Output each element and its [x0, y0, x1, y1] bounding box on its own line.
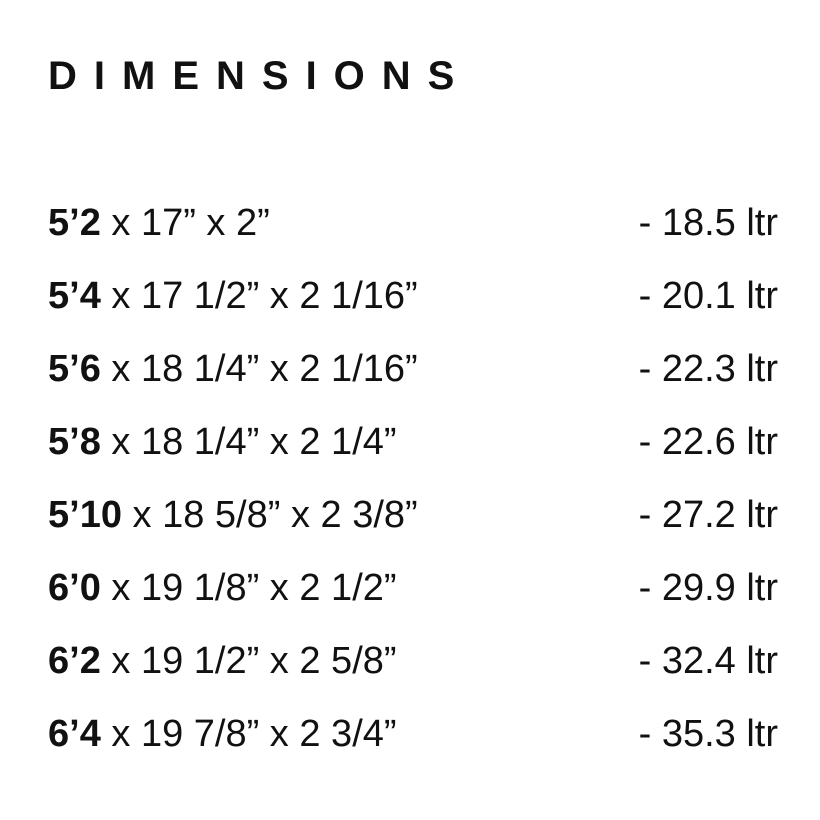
width-thickness: x 19 1/2” x 2 5/8” — [100, 639, 397, 682]
volume: - 35.3 ltr — [638, 712, 778, 755]
size-text: 5’4 x 17 1/2” x 2 1/16” — [48, 271, 418, 321]
list-item: 6’0 x 19 1/8” x 2 1/2” - 29.9 ltr — [48, 551, 778, 624]
length: 5’6 — [48, 347, 101, 390]
width-thickness: x 18 5/8” x 2 3/8” — [121, 493, 418, 536]
volume: - 20.1 ltr — [638, 274, 778, 317]
width-thickness: x 19 1/8” x 2 1/2” — [100, 566, 397, 609]
length: 5’4 — [48, 274, 101, 317]
size-text: 5’6 x 18 1/4” x 2 1/16” — [48, 344, 418, 394]
list-item: 5’6 x 18 1/4” x 2 1/16” - 22.3 ltr — [48, 332, 778, 405]
length: 5’2 — [48, 201, 101, 244]
volume: - 27.2 ltr — [638, 493, 778, 536]
volume: - 22.6 ltr — [638, 420, 778, 463]
list-item: 6’4 x 19 7/8” x 2 3/4” - 35.3 ltr — [48, 697, 778, 770]
size-text: 5’2 x 17” x 2” — [48, 198, 270, 248]
list-item: 5’10 x 18 5/8” x 2 3/8” - 27.2 ltr — [48, 478, 778, 551]
length: 6’0 — [48, 566, 101, 609]
length: 5’10 — [48, 493, 122, 536]
dimensions-list: 5’2 x 17” x 2” - 18.5 ltr 5’4 x 17 1/2” x… — [48, 186, 778, 770]
size-text: 5’8 x 18 1/4” x 2 1/4” — [48, 417, 397, 467]
width-thickness: x 17 1/2” x 2 1/16” — [100, 274, 418, 317]
length: 6’4 — [48, 712, 101, 755]
volume: - 29.9 ltr — [638, 566, 778, 609]
list-item: 5’4 x 17 1/2” x 2 1/16” - 20.1 ltr — [48, 259, 778, 332]
page-title: DIMENSIONS — [48, 54, 472, 98]
length: 5’8 — [48, 420, 101, 463]
list-item: 6’2 x 19 1/2” x 2 5/8” - 32.4 ltr — [48, 624, 778, 697]
list-item: 5’8 x 18 1/4” x 2 1/4” - 22.6 ltr — [48, 405, 778, 478]
size-text: 6’4 x 19 7/8” x 2 3/4” — [48, 709, 397, 759]
width-thickness: x 19 7/8” x 2 3/4” — [100, 712, 397, 755]
volume: - 32.4 ltr — [638, 639, 778, 682]
size-text: 6’0 x 19 1/8” x 2 1/2” — [48, 563, 397, 613]
width-thickness: x 18 1/4” x 2 1/16” — [100, 347, 418, 390]
size-text: 6’2 x 19 1/2” x 2 5/8” — [48, 636, 397, 686]
volume: - 22.3 ltr — [638, 347, 778, 390]
width-thickness: x 17” x 2” — [100, 201, 270, 244]
size-text: 5’10 x 18 5/8” x 2 3/8” — [48, 490, 418, 540]
volume: - 18.5 ltr — [638, 201, 778, 244]
list-item: 5’2 x 17” x 2” - 18.5 ltr — [48, 186, 778, 259]
length: 6’2 — [48, 639, 101, 682]
width-thickness: x 18 1/4” x 2 1/4” — [100, 420, 397, 463]
